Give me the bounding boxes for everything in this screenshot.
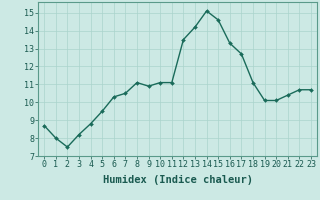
X-axis label: Humidex (Indice chaleur): Humidex (Indice chaleur) <box>103 175 252 185</box>
